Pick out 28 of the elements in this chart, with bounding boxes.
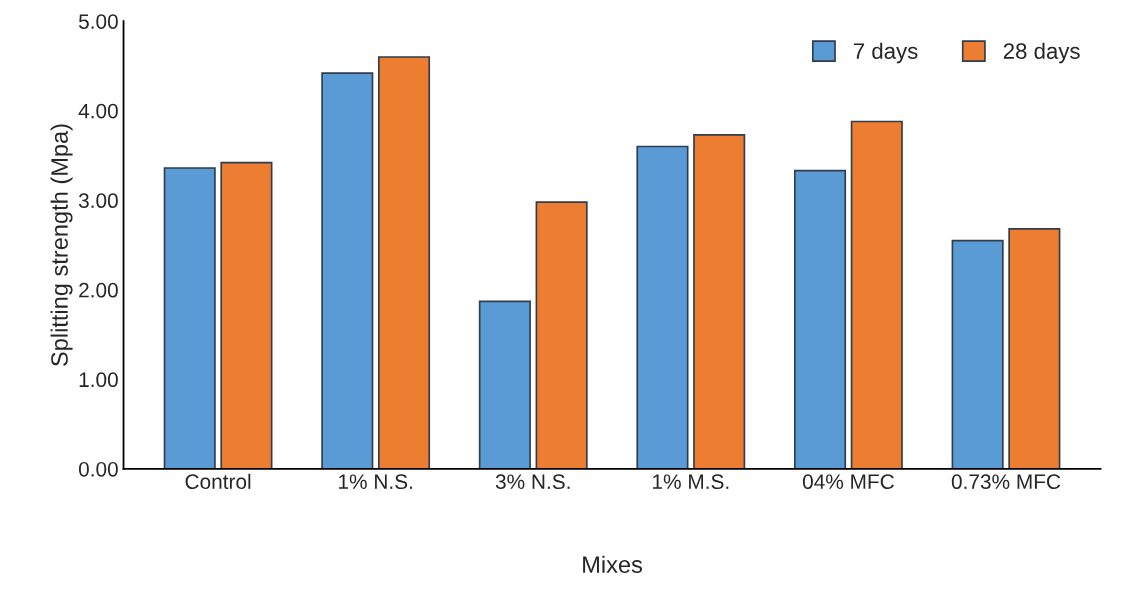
y-tick-label: 5.00 xyxy=(78,14,118,29)
bar xyxy=(850,120,903,469)
x-tick-label: 04% MFC xyxy=(802,474,894,490)
y-tick-label: 0.00 xyxy=(78,461,118,477)
bar xyxy=(321,72,374,469)
bar xyxy=(793,169,847,469)
bar xyxy=(1008,228,1061,469)
legend-label: 28 days xyxy=(1003,42,1080,64)
bar xyxy=(377,56,431,469)
x-tick-label: Control xyxy=(185,473,251,490)
y-axis-title: Splitting strength (Mpa) xyxy=(50,124,73,366)
bar xyxy=(163,167,216,469)
y-tick-label: 1.00 xyxy=(79,372,118,388)
x-tick-label: 1% M.S. xyxy=(653,474,729,490)
x-tick-label: 3% N.S. xyxy=(495,474,570,490)
bar xyxy=(693,134,746,469)
x-axis-title: Mixes xyxy=(583,555,643,573)
bar xyxy=(951,239,1004,469)
y-tick-label: 3.00 xyxy=(78,193,118,209)
y-tick-label: 4.00 xyxy=(78,103,118,119)
legend-label: 7 days xyxy=(853,42,918,64)
x-tick-label: 1% N.S. xyxy=(339,474,412,490)
bar xyxy=(220,161,273,469)
bar xyxy=(636,145,689,469)
y-tick-label: 2.00 xyxy=(79,282,118,298)
x-tick-label: 0.73% MFC xyxy=(951,474,1061,490)
bar xyxy=(478,300,531,469)
bar xyxy=(535,201,588,469)
